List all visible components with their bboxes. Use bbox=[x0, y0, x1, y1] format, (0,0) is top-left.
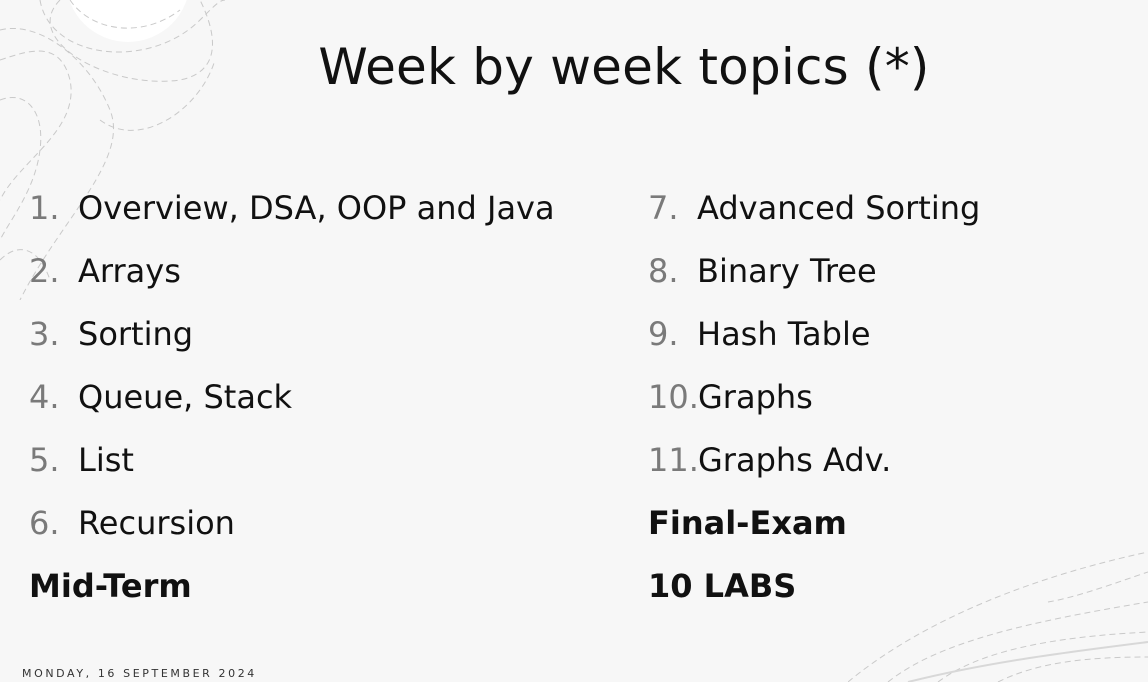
list-item: 9. Hash Table bbox=[648, 310, 980, 373]
item-number: 11. bbox=[648, 441, 699, 479]
item-text: Overview, DSA, OOP and Java bbox=[78, 189, 555, 227]
labs-text: 10 LABS bbox=[648, 567, 797, 605]
footer-date: MONDAY, 16 SEPTEMBER 2024 bbox=[22, 667, 257, 680]
list-item: 3. Sorting bbox=[29, 310, 555, 373]
item-text: Queue, Stack bbox=[78, 378, 293, 416]
list-item: 6. Recursion bbox=[29, 499, 555, 562]
list-item: 1. Overview, DSA, OOP and Java bbox=[29, 184, 555, 247]
item-text: Graphs Adv. bbox=[698, 441, 892, 479]
item-text: Graphs bbox=[698, 378, 813, 416]
labs-label: 10 LABS bbox=[648, 562, 980, 625]
final-exam-label: Final-Exam bbox=[648, 499, 980, 562]
list-item: 4. Queue, Stack bbox=[29, 373, 555, 436]
list-item: 10. Graphs bbox=[648, 373, 980, 436]
list-item: 8. Binary Tree bbox=[648, 247, 980, 310]
item-number: 8. bbox=[648, 252, 679, 290]
topics-list-left: 1. Overview, DSA, OOP and Java 2. Arrays… bbox=[29, 184, 555, 625]
item-number: 2. bbox=[29, 252, 60, 290]
final-exam-text: Final-Exam bbox=[648, 504, 847, 542]
item-number: 1. bbox=[29, 189, 60, 227]
item-text: Recursion bbox=[78, 504, 235, 542]
item-text: Sorting bbox=[78, 315, 194, 353]
item-number: 4. bbox=[29, 378, 60, 416]
item-number: 6. bbox=[29, 504, 60, 542]
item-number: 5. bbox=[29, 441, 60, 479]
list-item: 7. Advanced Sorting bbox=[648, 184, 980, 247]
item-text: List bbox=[78, 441, 134, 479]
item-number: 9. bbox=[648, 315, 679, 353]
list-item: 2. Arrays bbox=[29, 247, 555, 310]
item-number: 7. bbox=[648, 189, 679, 227]
list-item: 5. List bbox=[29, 436, 555, 499]
mid-term-label: Mid-Term bbox=[29, 562, 555, 625]
slide-title: Week by week topics (*) bbox=[318, 38, 930, 96]
item-number: 3. bbox=[29, 315, 60, 353]
list-item: 11. Graphs Adv. bbox=[648, 436, 980, 499]
item-text: Advanced Sorting bbox=[697, 189, 981, 227]
item-text: Binary Tree bbox=[697, 252, 877, 290]
item-number: 10. bbox=[648, 378, 699, 416]
mid-term-text: Mid-Term bbox=[29, 567, 192, 605]
topics-list-right: 7. Advanced Sorting 8. Binary Tree 9. Ha… bbox=[648, 184, 980, 625]
item-text: Arrays bbox=[78, 252, 181, 290]
item-text: Hash Table bbox=[697, 315, 871, 353]
